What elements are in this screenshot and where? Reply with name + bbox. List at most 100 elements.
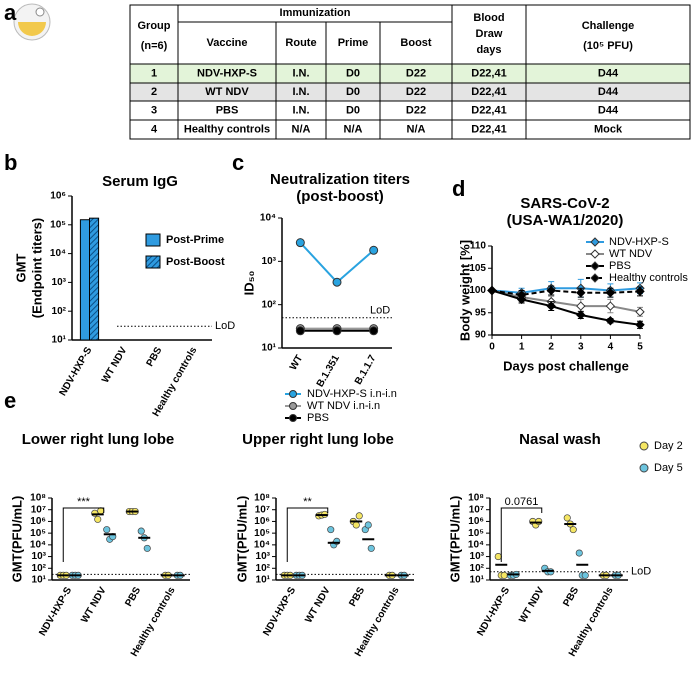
y-tick-label: 10⁵ xyxy=(254,528,270,539)
x-tick-label: 2 xyxy=(548,342,554,353)
y-tick-label: 105 xyxy=(469,263,486,274)
y-tick-label: 10⁶ xyxy=(254,516,270,527)
legend-marker xyxy=(639,463,649,473)
line xyxy=(491,289,641,326)
x-tick-label: NDV-HXP-S xyxy=(261,585,298,638)
x-tick-label: WT xyxy=(288,353,305,372)
legend-swatch xyxy=(145,255,161,269)
x-tick-label: NDV-HXP-S xyxy=(58,345,95,398)
x-tick-label: WT NDV xyxy=(100,345,129,385)
table-cell: Mock xyxy=(594,123,623,135)
chart-title: Nasal wash xyxy=(519,431,601,448)
legend-marker xyxy=(590,261,600,271)
chart-title: SARS-CoV-2 xyxy=(520,195,609,212)
line xyxy=(491,289,641,313)
x-tick-label: B.1.351 xyxy=(315,353,342,389)
legend-label: WT NDV xyxy=(609,248,653,260)
y-tick-label: 10⁵ xyxy=(30,528,46,539)
y-tick-label: 10¹ xyxy=(256,575,271,586)
table: Group (n=6) Immunization Vaccine Route P… xyxy=(129,4,691,140)
table-lines xyxy=(129,4,691,140)
chart-title: Neutralization titers xyxy=(270,171,410,188)
panel-label: b xyxy=(4,150,17,175)
point xyxy=(103,526,111,534)
chart: Neutralization titers(post-boost) ID₅₀ 10¹… xyxy=(241,171,410,424)
y-tick-label: 10⁶ xyxy=(50,191,66,202)
point xyxy=(94,515,102,523)
legend-marker xyxy=(289,414,297,422)
y-axis-label: GMT(PFU/mL) xyxy=(447,496,462,583)
table-cell: WT NDV xyxy=(205,86,249,98)
legend-marker xyxy=(590,237,600,247)
table-header: Route xyxy=(285,37,316,49)
legend-label: NDV-HXP-S xyxy=(609,236,669,248)
table-cell: D22 xyxy=(406,104,426,116)
x-tick-label: PBS xyxy=(123,585,143,609)
table-cell: D22,41 xyxy=(471,67,506,79)
marker xyxy=(516,290,527,300)
table-cell: D22,41 xyxy=(471,123,506,135)
table-cell: D0 xyxy=(346,104,360,116)
y-tick-label: 10¹ xyxy=(470,575,485,586)
y-tick-label: 10³ xyxy=(52,277,67,288)
y-tick-label: 10⁴ xyxy=(30,539,46,550)
table-cell: 2 xyxy=(151,86,157,98)
marker xyxy=(635,320,645,330)
y-tick-label: 10⁴ xyxy=(260,213,276,224)
table-cell: N/A xyxy=(344,123,363,135)
marker xyxy=(605,288,616,298)
y-axis-label: Body weight [%] xyxy=(457,240,472,341)
marker xyxy=(635,286,645,297)
x-tick-label: WT NDV xyxy=(303,585,332,625)
table-cell: I.N. xyxy=(292,104,309,116)
legend-swatch xyxy=(145,233,161,247)
marker xyxy=(295,326,305,336)
y-axis-label: (Endpoint titers) xyxy=(29,218,44,318)
legend-marker xyxy=(289,390,297,398)
marker xyxy=(576,301,586,311)
chart-title: (USA-WA1/2020) xyxy=(507,212,624,229)
x-tick-label: PBS xyxy=(145,345,165,369)
table-header: Draw xyxy=(476,28,503,40)
y-tick-label: 10² xyxy=(256,563,271,574)
legend-label: PBS xyxy=(307,412,329,424)
y-tick-label: 10⁸ xyxy=(254,493,270,504)
table-header: Blood xyxy=(473,12,504,24)
y-tick-label: 10³ xyxy=(470,551,485,562)
point xyxy=(143,544,151,552)
y-tick-label: 10⁶ xyxy=(30,516,46,527)
panel-label: c xyxy=(232,150,244,175)
y-tick-label: 10⁷ xyxy=(255,504,270,515)
chart-title: Serum IgG xyxy=(102,173,178,190)
table-cell: D44 xyxy=(598,86,619,98)
point xyxy=(575,549,583,557)
y-tick-label: 10² xyxy=(262,299,277,310)
table-cell: D22 xyxy=(406,67,426,79)
table-cell: 3 xyxy=(151,104,157,116)
table-header: (10⁵ PFU) xyxy=(583,40,633,52)
point xyxy=(563,514,571,522)
row-bg xyxy=(130,83,690,101)
table-header: Vaccine xyxy=(207,37,248,49)
significance-bracket xyxy=(500,507,543,562)
y-tick-label: 10³ xyxy=(262,256,277,267)
y-tick-label: 110 xyxy=(470,241,487,252)
mouse-icon xyxy=(13,3,51,41)
point xyxy=(367,544,375,552)
point xyxy=(91,509,99,517)
point xyxy=(494,553,502,561)
marker xyxy=(546,301,556,311)
significance-bracket xyxy=(62,507,105,562)
chart-title: Upper right lung lobe xyxy=(242,431,394,448)
x-tick-label: 5 xyxy=(637,342,643,353)
table-cell: N/A xyxy=(292,123,311,135)
y-axis-label: GMT(PFU/mL) xyxy=(9,496,24,583)
y-tick-label: 10³ xyxy=(256,551,271,562)
marker xyxy=(487,285,497,296)
point xyxy=(569,526,577,534)
table-cell: 4 xyxy=(151,123,158,135)
point xyxy=(352,521,360,529)
line xyxy=(299,241,375,284)
y-tick-label: 10³ xyxy=(32,551,47,562)
y-tick-label: 10¹ xyxy=(32,575,47,586)
